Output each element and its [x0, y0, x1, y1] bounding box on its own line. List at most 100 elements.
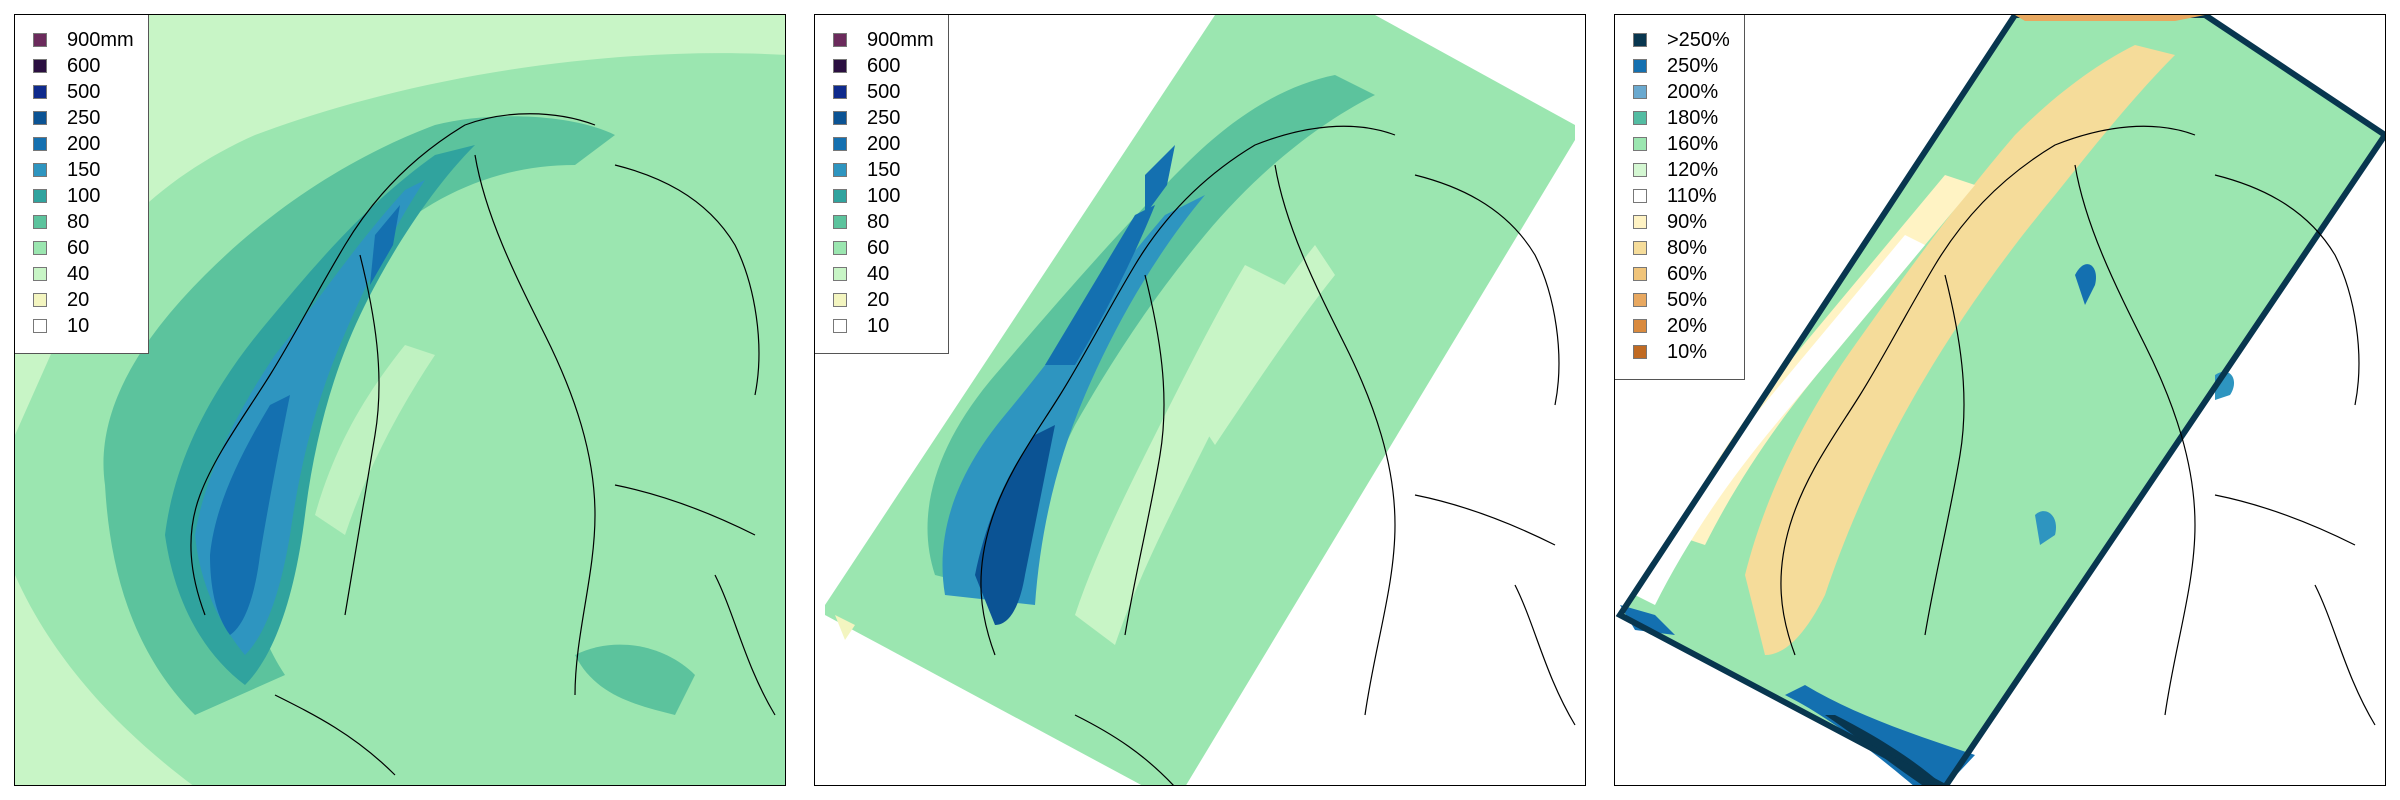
legend-swatch	[833, 241, 847, 255]
legend-label: 180%	[1667, 107, 1719, 129]
map-panel-precipitation-rotated: 900mm 600 500 250 200 150 100 80 60 40 2…	[814, 14, 1586, 786]
legend-label: 900mm	[67, 29, 134, 51]
legend-label: 40	[867, 263, 890, 285]
legend-item: 40	[833, 261, 934, 287]
legend-swatch	[33, 111, 47, 125]
legend-swatch	[33, 215, 47, 229]
map-canvas	[815, 15, 1585, 785]
legend-swatch	[833, 33, 847, 47]
legend-item: 20	[833, 287, 934, 313]
legend: 900mm 600 500 250 200 150 100 80 60 40 2…	[15, 15, 149, 354]
legend-swatch	[833, 293, 847, 307]
legend-swatch	[833, 85, 847, 99]
legend-swatch	[833, 319, 847, 333]
legend-label: 60	[67, 237, 90, 259]
legend-item: 500	[833, 79, 934, 105]
legend-label: 60	[867, 237, 890, 259]
legend-item: 20	[33, 287, 134, 313]
legend-swatch	[33, 85, 47, 99]
legend-item: 90%	[1633, 209, 1730, 235]
legend-swatch	[1633, 319, 1647, 333]
legend-item: 180%	[1633, 105, 1730, 131]
legend-label: 200	[67, 133, 101, 155]
legend-item: 150	[33, 157, 134, 183]
legend-swatch	[1633, 189, 1647, 203]
legend-item: 80	[833, 209, 934, 235]
legend-label: 10%	[1667, 341, 1708, 363]
legend-item: 900mm	[33, 27, 134, 53]
legend-item: 250	[33, 105, 134, 131]
legend-swatch	[33, 163, 47, 177]
legend-label: 600	[67, 55, 101, 77]
legend-swatch	[1633, 163, 1647, 177]
legend-label: 10	[867, 315, 890, 337]
legend-swatch	[1633, 267, 1647, 281]
legend-item: 200	[33, 131, 134, 157]
legend-label: 200	[867, 133, 901, 155]
legend-swatch	[33, 241, 47, 255]
legend-label: 150	[867, 159, 901, 181]
legend-item: 10%	[1633, 339, 1730, 365]
legend-label: 90%	[1667, 211, 1708, 233]
legend-item: 120%	[1633, 157, 1730, 183]
legend-label: 500	[67, 81, 101, 103]
legend-swatch	[33, 33, 47, 47]
legend-swatch	[33, 293, 47, 307]
legend-item: 10	[833, 313, 934, 339]
legend-item: 250	[833, 105, 934, 131]
legend-label: 40	[67, 263, 90, 285]
legend-item: 100	[833, 183, 934, 209]
legend-swatch	[1633, 137, 1647, 151]
legend-label: 20	[867, 289, 890, 311]
legend-item: 500	[33, 79, 134, 105]
legend-item: 80	[33, 209, 134, 235]
legend-item: 60	[33, 235, 134, 261]
legend-swatch	[33, 137, 47, 151]
legend-label: 250	[67, 107, 101, 129]
legend-label: 150	[67, 159, 101, 181]
legend-label: 110%	[1667, 185, 1717, 207]
legend-label: 200%	[1667, 81, 1719, 103]
legend-label: 80	[867, 211, 890, 233]
legend: 900mm 600 500 250 200 150 100 80 60 40 2…	[815, 15, 949, 354]
legend-swatch	[833, 163, 847, 177]
legend-item: 150	[833, 157, 934, 183]
legend-item: 250%	[1633, 53, 1730, 79]
legend-swatch	[833, 59, 847, 73]
legend-label: 250%	[1667, 55, 1719, 77]
legend-label: >250%	[1667, 29, 1730, 51]
legend-swatch	[33, 189, 47, 203]
legend-swatch	[833, 137, 847, 151]
legend-swatch	[1633, 241, 1647, 255]
legend-label: 900mm	[867, 29, 934, 51]
legend-label: 50%	[1667, 289, 1708, 311]
legend-item: 600	[33, 53, 134, 79]
legend-swatch	[1633, 85, 1647, 99]
legend-item: 160%	[1633, 131, 1730, 157]
legend-label: 100	[67, 185, 101, 207]
legend-label: 10	[67, 315, 90, 337]
legend-item: 10	[33, 313, 134, 339]
legend-swatch	[833, 111, 847, 125]
legend-item: 60%	[1633, 261, 1730, 287]
legend-swatch	[833, 215, 847, 229]
legend-item: 110%	[1633, 183, 1730, 209]
legend-item: 80%	[1633, 235, 1730, 261]
legend-swatch	[1633, 111, 1647, 125]
legend-item: 200	[833, 131, 934, 157]
legend-label: 160%	[1667, 133, 1719, 155]
map-canvas	[15, 15, 785, 785]
legend-label: 120%	[1667, 159, 1719, 181]
legend-swatch	[833, 267, 847, 281]
legend-label: 60%	[1667, 263, 1708, 285]
legend-label: 80	[67, 211, 90, 233]
legend-label: 100	[867, 185, 901, 207]
legend-item: >250%	[1633, 27, 1730, 53]
legend-swatch	[1633, 59, 1647, 73]
map-panel-ratio: >250% 250% 200% 180% 160% 120% 110% 90% …	[1614, 14, 2386, 786]
legend-item: 20%	[1633, 313, 1730, 339]
legend-swatch	[33, 267, 47, 281]
legend-item: 40	[33, 261, 134, 287]
legend-swatch	[1633, 345, 1647, 359]
legend-label: 500	[867, 81, 901, 103]
